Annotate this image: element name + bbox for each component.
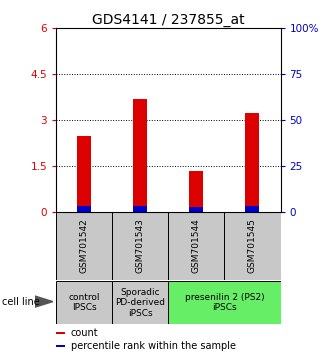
Bar: [56, 281, 112, 324]
Text: percentile rank within the sample: percentile rank within the sample: [71, 341, 236, 351]
Bar: [77, 136, 91, 212]
Text: GSM701543: GSM701543: [136, 218, 145, 274]
Bar: [112, 281, 168, 324]
Bar: [56, 332, 65, 334]
Text: Sporadic
PD-derived
iPSCs: Sporadic PD-derived iPSCs: [115, 288, 165, 318]
Bar: [133, 99, 147, 212]
Bar: [189, 171, 203, 212]
Text: presenilin 2 (PS2)
iPSCs: presenilin 2 (PS2) iPSCs: [184, 293, 264, 312]
Text: GSM701545: GSM701545: [248, 218, 257, 274]
Bar: [189, 207, 203, 212]
Bar: [224, 212, 280, 280]
Text: GSM701542: GSM701542: [80, 219, 89, 273]
Polygon shape: [35, 296, 53, 307]
Title: GDS4141 / 237855_at: GDS4141 / 237855_at: [92, 13, 245, 27]
Bar: [56, 212, 112, 280]
Bar: [133, 206, 147, 212]
Text: cell line: cell line: [2, 297, 39, 307]
Text: count: count: [71, 328, 98, 338]
Bar: [77, 206, 91, 212]
Bar: [168, 281, 280, 324]
Bar: [246, 113, 259, 212]
Text: GSM701544: GSM701544: [192, 219, 201, 273]
Bar: [112, 212, 168, 280]
Bar: [56, 345, 65, 347]
Bar: [246, 206, 259, 212]
Bar: [168, 212, 224, 280]
Text: control
IPSCs: control IPSCs: [68, 293, 100, 312]
